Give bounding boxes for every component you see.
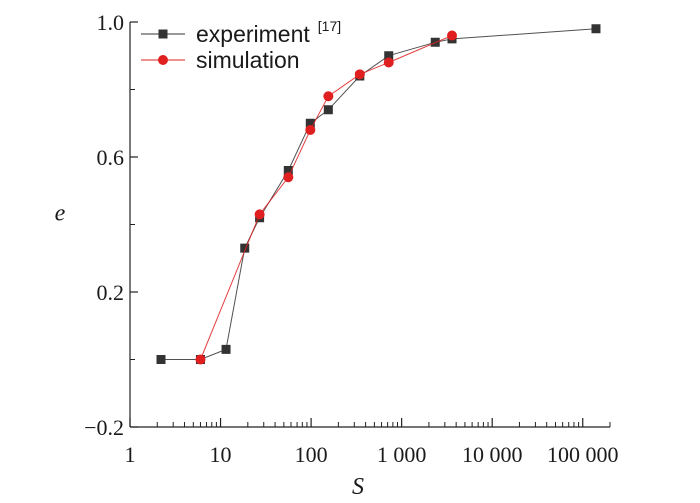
- data-point-experiment: [384, 51, 394, 61]
- y-tick-label: 0.6: [97, 145, 125, 170]
- data-point-simulation: [305, 125, 316, 135]
- data-point-simulation: [447, 30, 458, 41]
- series-layer: [156, 24, 601, 365]
- data-point-simulation: [283, 172, 294, 183]
- series-line-simulation: [200, 35, 453, 360]
- x-tick-label: 1: [125, 442, 136, 467]
- legend: experiment [17] simulation: [141, 18, 341, 73]
- x-tick-label: 10: [210, 442, 232, 467]
- legend-item-simulation: simulation: [141, 47, 300, 73]
- legend-label-simulation: simulation: [196, 47, 300, 73]
- data-point-experiment: [305, 118, 315, 128]
- y-axis-title: e: [55, 201, 66, 227]
- data-point-experiment: [156, 355, 166, 364]
- legend-sup-experiment: [17]: [318, 18, 341, 34]
- data-point-experiment: [591, 24, 601, 34]
- data-point-simulation: [254, 209, 265, 220]
- legend-marker-simulation: [158, 55, 168, 65]
- data-point-experiment: [323, 105, 333, 115]
- data-point-simulation: [195, 354, 206, 365]
- x-tick-label: 100 000: [547, 442, 619, 467]
- legend-label-experiment: experiment: [196, 21, 310, 47]
- series-experiment: [156, 24, 601, 364]
- axes: 1 10 100 1 000 10 000 100 000 −0.2 0.2 0.6 1.0 Se: [55, 10, 619, 500]
- y-tick-label: 0.2: [97, 280, 125, 305]
- data-point-experiment: [283, 166, 293, 175]
- y-tick-label: −0.2: [84, 415, 124, 440]
- x-tick-label: 10 000: [462, 442, 523, 467]
- y-tick-label: 1.0: [97, 10, 125, 35]
- legend-marker-experiment: [158, 29, 168, 39]
- data-point-simulation: [354, 69, 365, 80]
- legend-item-experiment: experiment [17]: [141, 18, 341, 47]
- data-point-simulation: [323, 91, 334, 102]
- x-tick-label: 1 000: [377, 442, 427, 467]
- x-axis-title: S: [352, 474, 364, 500]
- series-simulation: [195, 30, 458, 365]
- x-tick-label: 100: [295, 442, 328, 467]
- series-line-experiment: [161, 28, 597, 360]
- data-point-experiment: [221, 344, 231, 354]
- data-point-simulation: [383, 57, 394, 68]
- data-point-experiment: [240, 243, 250, 253]
